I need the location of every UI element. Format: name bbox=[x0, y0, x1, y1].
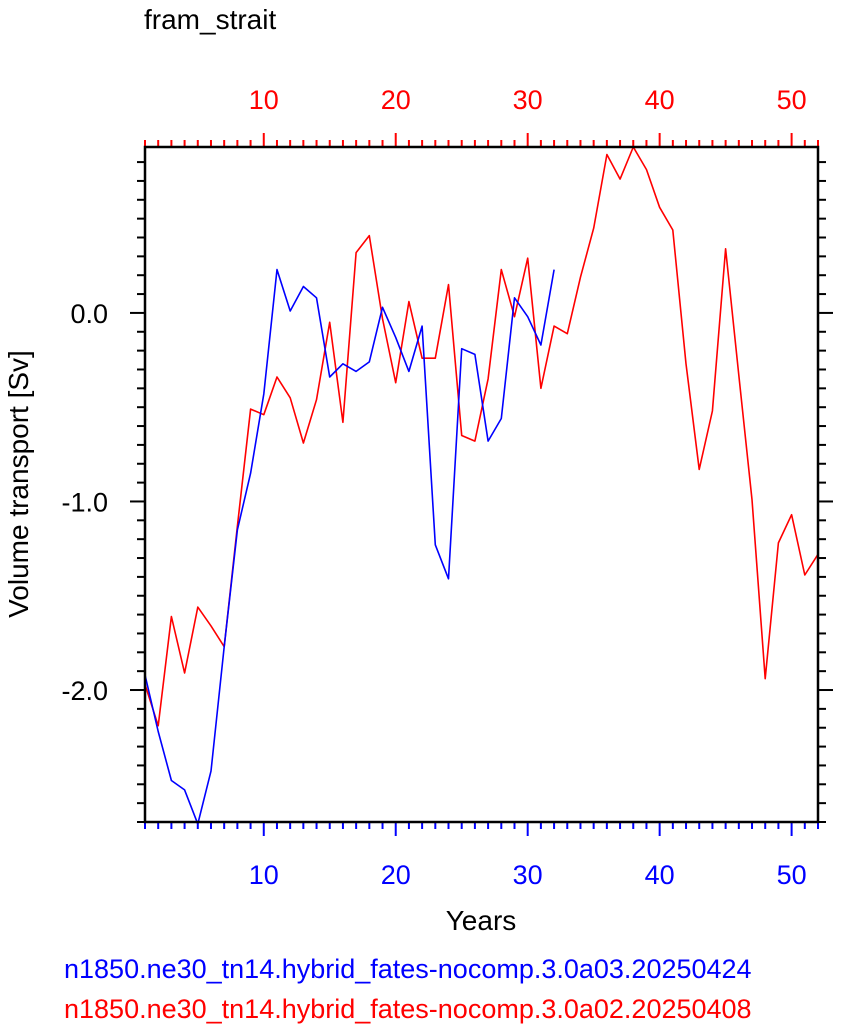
x-tick-label-bottom: 20 bbox=[381, 860, 411, 890]
x-tick-label-bottom: 10 bbox=[249, 860, 279, 890]
x-axis-label: Years bbox=[446, 905, 517, 936]
x-tick-label-top: 20 bbox=[381, 85, 411, 115]
x-tick-label-bottom: 40 bbox=[645, 860, 675, 890]
series-lines bbox=[144, 146, 819, 825]
chart-title: fram_strait bbox=[144, 4, 277, 35]
tick-labels: 10 10 20 20 30 30 40 40 50 50 -2.0 -1.0 0.0 bbox=[61, 85, 806, 890]
x-tick-label-top: 30 bbox=[513, 85, 543, 115]
x-tick-label-top: 40 bbox=[645, 85, 675, 115]
x-tick-label-bottom: 50 bbox=[777, 860, 807, 890]
x-tick-label-top: 10 bbox=[249, 85, 279, 115]
y-tick-label: 0.0 bbox=[70, 299, 108, 329]
y-axis-label: Volume transport [Sv] bbox=[3, 350, 34, 618]
y-tick-label: -1.0 bbox=[61, 487, 108, 517]
tick-marks bbox=[130, 133, 833, 836]
series-line-red bbox=[144, 146, 819, 727]
legend-entry-blue-series: n1850.ne30_tn14.hybrid_fates-nocomp.3.0a… bbox=[64, 954, 752, 984]
series-line-blue bbox=[144, 268, 555, 825]
x-tick-label-top: 50 bbox=[777, 85, 807, 115]
legend-entry-red-series: n1850.ne30_tn14.hybrid_fates-nocomp.3.0a… bbox=[64, 994, 752, 1024]
x-tick-label-bottom: 30 bbox=[513, 860, 543, 890]
y-tick-label: -2.0 bbox=[61, 676, 108, 706]
plot-frame bbox=[143, 145, 820, 824]
